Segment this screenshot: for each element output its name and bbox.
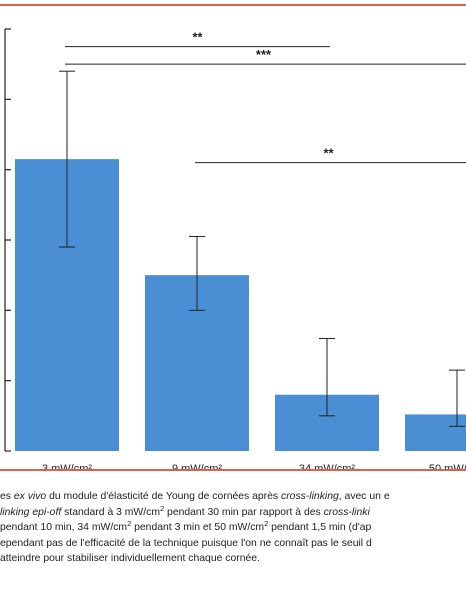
caption-superscript: 2 <box>159 504 165 513</box>
caption-text: standard à 3 mW/cm <box>61 506 160 518</box>
significance-label: *** <box>256 47 272 62</box>
caption-italic-text: cross-linking <box>281 491 339 502</box>
bars <box>15 159 466 451</box>
caption-text: pendant 10 min, 34 mW/cm <box>0 522 128 534</box>
caption-line: es ex vivo du module d'élasticité de You… <box>0 489 466 505</box>
error-bars <box>59 70 465 427</box>
caption-text: , avec un e <box>338 491 390 502</box>
caption-text: pendant 3 min et 50 mW/cm <box>131 522 265 534</box>
caption-italic-text: ex vivo <box>13 491 47 502</box>
caption-text: du module d'élasticité de Young de corné… <box>46 491 282 502</box>
caption-superscript: 2 <box>127 520 132 529</box>
x-tick-label: 34 mW/cm² <box>299 463 356 470</box>
caption-line: ependant pas de l'efficacité de la techn… <box>0 536 466 552</box>
caption-superscript: 2 <box>264 520 269 529</box>
caption-text: atteindre pour stabiliser individuelleme… <box>0 553 260 565</box>
figure-caption: es ex vivo du module d'élasticité de You… <box>0 489 466 567</box>
caption-line: pendant 10 min, 34 mW/cm2 pendant 3 min … <box>0 520 466 536</box>
caption-line: atteindre pour stabiliser individuelleme… <box>0 551 466 567</box>
caption-italic-text: cross-linki <box>323 506 370 518</box>
caption-text: ependant pas de l'efficacité de la techn… <box>0 537 372 549</box>
x-tick-label: 3 mW/cm² <box>42 463 92 470</box>
caption-italic-text: linking epi-off <box>0 506 62 518</box>
significance-label: ** <box>323 146 334 161</box>
caption-line: linking epi-off standard à 3 mW/cm2 pend… <box>0 505 466 521</box>
bar <box>405 414 466 451</box>
caption-text: pendant 1,5 min (d'ap <box>268 522 372 534</box>
significance-label: ** <box>192 30 203 45</box>
caption-rule <box>0 469 466 471</box>
significance-brackets: ******* <box>65 30 466 164</box>
caption-text: es <box>0 491 14 502</box>
x-tick-label: 50 mW/cm² <box>429 463 466 470</box>
x-tick-label: 9 mW/cm² <box>172 463 222 470</box>
top-rule <box>0 4 466 6</box>
y-axis <box>4 28 11 452</box>
caption-text: pendant 30 min par rapport à des <box>164 506 324 518</box>
x-tick-labels: 3 mW/cm² 9 mW/cm² 34 mW/cm² 50 mW/cm² <box>42 463 466 470</box>
